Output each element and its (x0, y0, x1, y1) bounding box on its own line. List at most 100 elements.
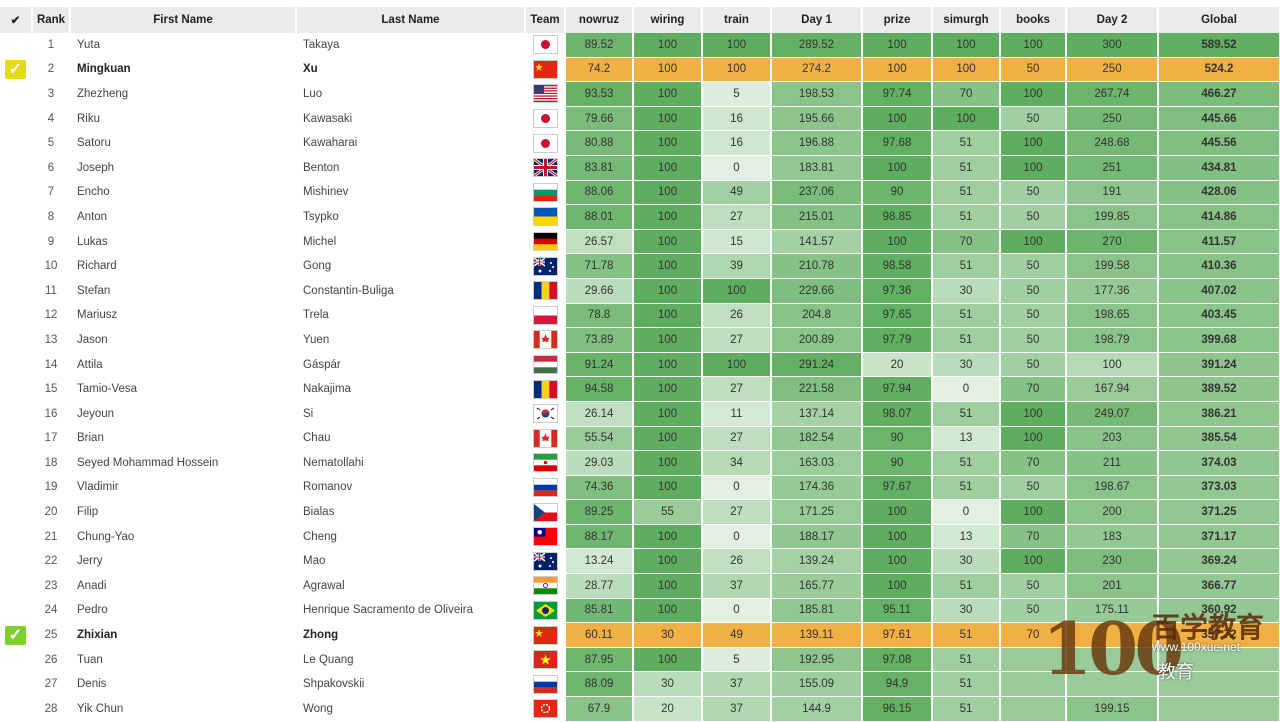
global-header[interactable]: Global (1158, 7, 1280, 33)
first-name-cell: Jeyoun (70, 401, 297, 427)
table-row[interactable]: 11 Stefan Constantin-Buliga 29.66 100 100 229.… (0, 278, 1280, 304)
global-cell: 357.72 (1158, 622, 1280, 648)
simurgh-header[interactable]: simurgh (932, 7, 1001, 33)
table-row[interactable]: 27 Denis Shpakovskii 88.09 30 37 155.09 94.9 51 (0, 671, 1280, 698)
prize-cell: 97.36 (862, 278, 933, 304)
table-row[interactable]: 28 Yik Chun Wong 67.9 20 37 144.9 96.15 51 199.15 (0, 696, 1280, 722)
row-select-cell[interactable]: ✓ (0, 57, 33, 83)
row-select-cell[interactable] (0, 524, 33, 550)
table-row[interactable]: 17 Brian Chau 55.54 100 27 182.54 90 13 100 203 385… (0, 426, 1280, 452)
table-row[interactable]: 7 Encho Mishinev 88.06 100 49 237.06 90 51 50 191 4… (0, 180, 1280, 206)
table-row[interactable]: 4 Riku Kawasaki 79.66 100 16 195.66 100 100 50 250… (0, 106, 1280, 132)
table-row[interactable]: 14 Attila Gáspár 91.24 100 100 291.24 20 30 50 100… (0, 352, 1280, 378)
train-cell: 15 (702, 229, 772, 255)
row-select-cell[interactable] (0, 450, 33, 476)
table-row[interactable]: 10 Richard Gong 71.78 100 39 210.78 98.58 51 50 19… (0, 253, 1280, 279)
row-select-cell[interactable] (0, 499, 33, 525)
first-name-header[interactable]: First Name (70, 7, 297, 33)
row-select-cell[interactable]: ✓ (0, 622, 33, 648)
table-row[interactable]: 16 Jeyoun Si 26.14 100 11 137.14 98.07 51 100 249.… (0, 401, 1280, 427)
row-select-cell[interactable] (0, 573, 33, 599)
table-row[interactable]: 1 Yuta Takaya 89.52 100 100 289.52 100 100 100 300… (0, 33, 1280, 58)
day1-header[interactable]: Day 1 (771, 7, 863, 33)
simurgh-cell: 30 (932, 278, 1001, 304)
books-header[interactable]: books (1000, 7, 1067, 33)
table-row[interactable]: 23 Anadi Agrawal 28.77 100 37 165.77 100 51 50 201… (0, 573, 1280, 599)
row-select-cell[interactable] (0, 696, 33, 722)
books-cell: 70 (1000, 450, 1067, 476)
nowruz-cell: 88.17 (565, 524, 634, 550)
wiring-header[interactable]: wiring (633, 7, 703, 33)
team-cell (525, 475, 566, 501)
row-select-cell[interactable] (0, 204, 33, 230)
flag-ru-icon (532, 477, 558, 497)
table-row[interactable]: ✓ 2 Mingkuan Xu 74.2 100 100 274.2 100 100 50 250 52… (0, 57, 1280, 83)
table-row[interactable]: 22 Jerry Mao 13.24 100 26 139.24 100 30 100 230 369… (0, 548, 1280, 575)
table-row[interactable]: 21 Chung-Yao Cheng 88.17 100 0 188.17 100 13 70 18… (0, 524, 1280, 550)
train-cell: 16 (702, 130, 772, 156)
table-row[interactable]: 9 Lukas Michel 26.57 100 15 141.57 100 70 100 270 4… (0, 229, 1280, 255)
table-row[interactable]: 6 Joseph Benton 83.81 100 0 183.81 100 51 100 251 4… (0, 155, 1280, 181)
row-select-cell[interactable] (0, 598, 33, 624)
books-cell: 50 (1000, 598, 1067, 624)
row-select-cell[interactable] (0, 33, 33, 58)
row-checkmark-icon[interactable]: ✓ (5, 625, 26, 645)
row-select-cell[interactable] (0, 278, 33, 304)
row-select-cell[interactable] (0, 81, 33, 107)
train-header[interactable]: train (702, 7, 772, 33)
day2-cell: 175.11 (1066, 598, 1159, 624)
row-select-cell[interactable] (0, 155, 33, 181)
row-select-cell[interactable] (0, 106, 33, 132)
simurgh-cell: 51 (932, 303, 1001, 329)
first-name-cell: Anton (70, 204, 297, 230)
simurgh-cell: 51 (932, 573, 1001, 599)
flag-ro-icon (532, 281, 558, 301)
nowruz-cell: 13.24 (565, 548, 634, 575)
nowruz-cell: 29.66 (565, 278, 634, 304)
row-select-cell[interactable] (0, 303, 33, 329)
row-checkmark-icon[interactable]: ✓ (5, 59, 26, 79)
day2-header[interactable]: Day 2 (1066, 7, 1159, 33)
prize-header[interactable]: prize (862, 7, 933, 33)
row-select-cell[interactable] (0, 130, 33, 156)
flag-in-icon (532, 576, 558, 596)
row-select-cell[interactable] (0, 180, 33, 206)
table-row[interactable]: 13 Jason Yuen 73.89 100 27 200.89 97.79 51 50 198.… (0, 327, 1280, 353)
last-name-header[interactable]: Last Name (296, 7, 526, 33)
row-select-cell[interactable] (0, 401, 33, 427)
table-row[interactable]: 24 Pedro Henrique Sacramento de Oliveira 85… (0, 598, 1280, 624)
table-row[interactable]: ✓ 25 Zhixian Zhong 60.11 30 49 139.11 97.61 51 70 3… (0, 622, 1280, 648)
wiring-cell: 100 (633, 426, 703, 452)
table-row[interactable]: 15 Tamio-Vesa Nakajima 94.58 100 27 221.58 97.9… (0, 376, 1280, 402)
nowruz-header[interactable]: nowruz (565, 7, 634, 33)
rank-header[interactable]: Rank (32, 7, 71, 33)
wiring-cell: 100 (633, 155, 703, 181)
row-select-cell[interactable] (0, 253, 33, 279)
table-row[interactable]: 26 Tuan Le Quang 87.95 100 5 192.95 97.08 51 (0, 647, 1280, 673)
last-name-cell: Xu (296, 57, 526, 83)
team-cell (525, 647, 566, 673)
row-select-cell[interactable] (0, 376, 33, 402)
flag-ca-icon (532, 428, 558, 448)
row-select-cell[interactable] (0, 327, 33, 353)
table-row[interactable]: 20 Filip Bialas 89.25 55 27 171.25 100 0 100 200 37… (0, 499, 1280, 525)
table-row[interactable]: 12 Mariusz Trela 78.8 100 26 204.8 97.65 51 50 198… (0, 303, 1280, 329)
team-header[interactable]: Team (525, 7, 566, 33)
table-row[interactable]: 18 Seyed Mohammad Hossein Nematollahi 29.03… (0, 450, 1280, 476)
table-row[interactable]: 5 Satoru Kawaharai 80.88 100 16 196.88 97.68 51 1… (0, 130, 1280, 156)
row-select-cell[interactable] (0, 352, 33, 378)
table-row[interactable]: 8 Anton Tsypko 88.01 100 27 215.01 98.85 51 50 199… (0, 204, 1280, 230)
row-select-cell[interactable] (0, 647, 33, 673)
table-row[interactable]: 19 Vladimir Romanov 74.36 100 0 174.36 97.67 51 5… (0, 475, 1280, 501)
rank-cell: 10 (32, 253, 71, 279)
row-select-cell[interactable] (0, 548, 33, 575)
row-select-cell[interactable] (0, 426, 33, 452)
first-name-cell: Brian (70, 426, 297, 452)
table-row[interactable]: 3 Zhezheng Luo 93.53 100 5 198.53 97.74 70 100 267… (0, 81, 1280, 107)
row-select-cell[interactable] (0, 229, 33, 255)
select-all-checkmark[interactable]: ✔ (0, 7, 33, 33)
row-select-cell[interactable] (0, 475, 33, 501)
flag-ua-icon (532, 207, 558, 227)
row-select-cell[interactable] (0, 671, 33, 698)
books-cell: 50 (1000, 204, 1067, 230)
